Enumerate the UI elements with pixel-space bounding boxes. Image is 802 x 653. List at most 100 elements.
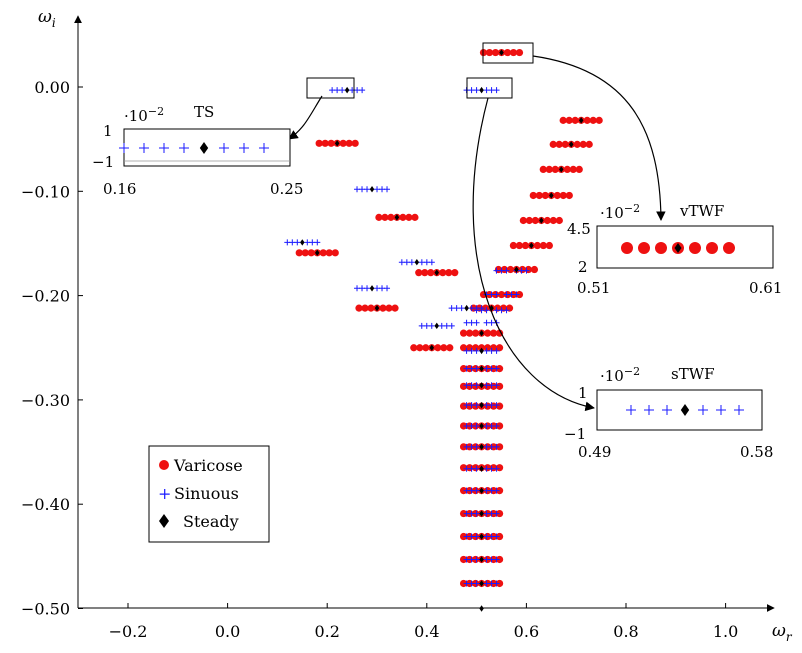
steady-point [344,86,350,94]
highlight-boxes [306,42,534,99]
inset-stwf-sinuous-point [698,405,708,415]
varicose-point [553,191,561,200]
sinuous-point [339,87,346,94]
varicose-point [563,165,571,173]
varicose-point [471,344,480,352]
sinuous-point [384,186,391,193]
varicose-point [509,48,518,57]
legend-frame [148,445,270,543]
steady-point [549,192,554,199]
varicose-point [535,191,543,200]
sinuous-point [364,285,371,292]
steady-point [479,443,484,451]
inset-vtwf-title: vTWF [679,202,724,220]
varicose-point [489,329,498,337]
varicose-point [529,191,537,200]
sinuous-point [493,87,500,94]
varicose-point [589,116,597,124]
varicose-point [410,344,418,352]
steady-point [479,605,484,612]
varicose-point [541,191,549,200]
varicose-point [440,344,448,352]
steady-point [479,510,484,517]
varicose-point [565,191,573,200]
inset-stwf-sinuous-point [716,405,726,415]
sinuous-point [473,443,480,450]
varicose-point [446,344,454,352]
varicose-point [331,249,339,257]
varicose-point [569,165,577,173]
inset-stwf-xmin: 0.49 [578,443,611,461]
varicose-point [381,213,389,221]
varicose-point [399,213,407,221]
steady-point [479,329,484,337]
varicose-point [573,140,581,148]
inset-stwf-sinuous-point [734,405,744,415]
connector-arrows [288,55,666,412]
inset-ts-sinuous-point [259,143,269,153]
steady-point [479,533,484,540]
inset-ts-sinuous-point [159,143,169,153]
inset-ts-sinuous-point [239,143,249,153]
inset-vtwf-xmin: 0.51 [577,279,610,297]
sinuous-point [493,533,500,540]
sinuous-point [384,285,391,292]
varicose-point [345,139,353,147]
x-tick-label: 0.8 [613,622,638,641]
varicose-point [521,241,529,250]
sinuous-point [294,239,301,246]
y-tick-label: −0.30 [21,391,70,410]
sinuous-point [493,365,500,372]
varicose-point [439,269,447,277]
sinuous-point [493,556,500,563]
sinuous-point [493,580,500,587]
connector-arrow-vtwf [532,55,666,221]
varicose-point [583,116,591,124]
sinuous-point [473,382,480,389]
inset-ts-sinuous-point [219,143,229,153]
x-tick-label: 0.4 [414,622,439,641]
legend-steady-marker [159,514,169,528]
steady-point [315,249,320,257]
varicose-point [495,464,504,472]
sinuous-point [473,87,480,94]
inset-ts-scale: ·10−2 [124,105,164,125]
inset-stwf-markers [626,404,744,416]
sinuous-point [448,322,455,329]
sinuous-point [473,365,480,372]
y-tick-label: 0.00 [34,78,70,97]
y-axis-label: ωi [38,7,56,30]
sinuous-point [359,87,366,94]
varicose-point [549,216,557,225]
sinuous-point [493,382,500,389]
varicose-point [595,116,603,124]
steady-point [369,285,375,292]
steady-point [334,140,340,147]
inset-vtwf-varicose-point [689,242,701,254]
inset-stwf-ytop: 1 [578,384,588,402]
inset-stwf-sinuous-point [644,405,654,415]
varicose-point [427,269,435,277]
varicose-point [539,241,547,250]
inset-stwf-scale: ·10−2 [600,365,640,385]
varicose-point [459,344,468,352]
varicose-point [459,329,468,337]
legend-steady-label: Steady [183,512,239,531]
steady-point [429,344,435,351]
varicose-point [451,269,459,277]
steady-point [414,259,420,266]
inset-vtwf-steady-point [674,243,682,253]
steady-point [369,186,375,193]
varicose-point [525,216,533,225]
x-axis-label: ωr [772,621,793,644]
sinuous-point [458,305,465,312]
x-ticks: −0.2 0.0 0.2 0.4 0.6 0.8 1.0 [109,603,738,641]
varicose-point [465,329,474,337]
y-ticks: 0.00 −0.10 −0.20 −0.30 −0.40 −0.50 [21,78,83,619]
inset-ts-sinuous-point [179,143,189,153]
varicose-point [555,140,563,148]
inset-ts-ybottom: −1 [92,153,114,171]
steady-point [479,580,484,587]
sinuous-point [493,402,500,409]
steady-point [479,365,484,372]
